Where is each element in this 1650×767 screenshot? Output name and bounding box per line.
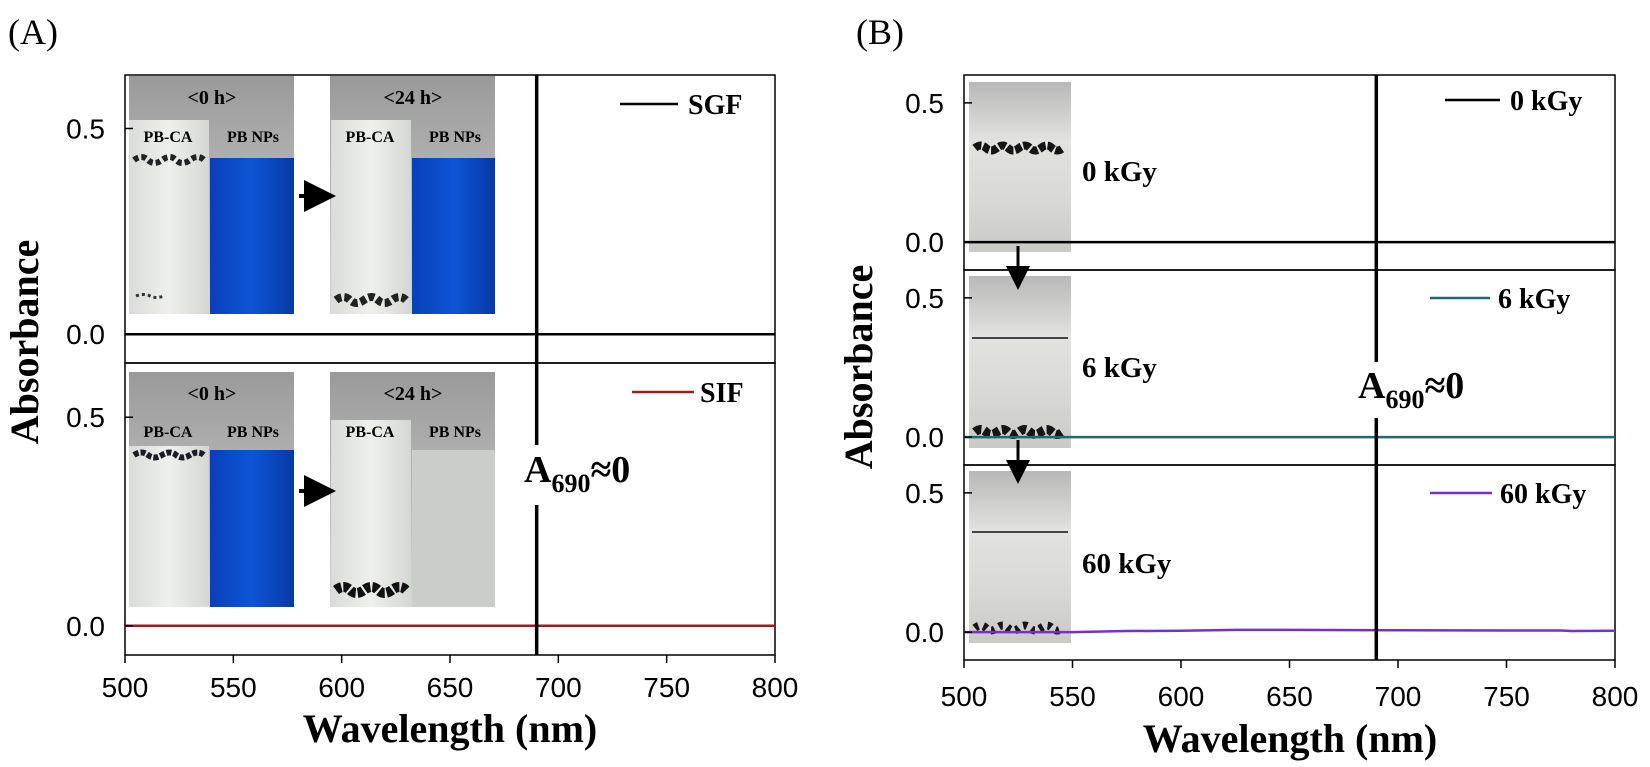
y-tick-label: 0.5 — [905, 478, 944, 509]
inset-photo-sgf: <0 h> <24 h> PB-CA PB NPs PB-CA PB NPs — [129, 76, 495, 314]
inset-tube-label: PB NPs — [429, 129, 481, 146]
inset-tube-label: PB-CA — [144, 129, 193, 146]
legend-label-sif: SIF — [700, 378, 744, 409]
annotation-bg — [521, 445, 661, 505]
inset-label-6kgy: 6 kGy — [1082, 352, 1157, 384]
y-tick-label: 0.0 — [66, 611, 105, 642]
x-tick-label: 650 — [1266, 681, 1313, 712]
x-tick-label: 500 — [941, 681, 988, 712]
annotation-a690: A690≈0 — [524, 449, 630, 498]
inset-tube-label: PB-CA — [346, 424, 395, 441]
annotation-a690: A690≈0 — [1358, 365, 1464, 414]
inset-label-60kgy: 60 kGy — [1082, 548, 1172, 580]
annotation-rel: ≈0 — [590, 449, 630, 491]
annotation-main: A — [1358, 365, 1386, 407]
x-tick-label: 700 — [535, 672, 582, 703]
inset-tube-label: PB-CA — [144, 424, 193, 441]
annotation-sub: 690 — [551, 469, 590, 498]
annotation-rel: ≈0 — [1424, 365, 1464, 407]
panel-a-plot-layer: 0.0 0.5 0.0 0.5 500 550 600 650 700 750 800 — [66, 75, 798, 703]
inset-photo-sif: <0 h> <24 h> PB-CA PB NPs PB-CA PB NPs — [129, 372, 495, 607]
x-tick-label: 600 — [1158, 681, 1205, 712]
annotation-bg — [1356, 362, 1496, 418]
y-axis-label-a: Absorbance — [2, 240, 47, 444]
inset-time-after-sif: <24 h> — [384, 383, 443, 405]
legend-label-sgf: SGF — [688, 90, 742, 121]
panel-label-a: (A) — [8, 12, 58, 52]
inset-time-before-sgf: <0 h> — [188, 87, 237, 109]
panel-a: <0 h> <24 h> PB-CA PB NPs PB-CA PB NPs <… — [2, 74, 798, 751]
x-axis-label-a: Wavelength (nm) — [303, 706, 597, 751]
x-axis-label-b: Wavelength (nm) — [1143, 716, 1437, 761]
inset-tube-label: PB NPs — [429, 424, 481, 441]
x-tick-label: 650 — [427, 672, 474, 703]
inset-photo-60kgy — [969, 471, 1071, 643]
series-line-60-kgy — [964, 628, 1616, 634]
x-tick-label: 800 — [752, 672, 799, 703]
x-tick-label: 550 — [210, 672, 257, 703]
legend-label-6kgy: 6 kGy — [1498, 284, 1570, 315]
annotation-main: A — [524, 449, 552, 491]
inset-photo-0kgy — [969, 82, 1071, 252]
y-tick-label: 0.0 — [905, 422, 944, 453]
y-tick-label: 0.5 — [905, 283, 944, 314]
inset-tube-label: PB NPs — [227, 129, 279, 146]
inset-tube-label: PB NPs — [227, 424, 279, 441]
x-tick-label: 600 — [318, 672, 365, 703]
panel-b: 0 kGy 6 kGy 60 kGy 0.0 0.5 0.0 0.5 0.0 0.5 500… — [836, 74, 1638, 761]
y-tick-label: 0.0 — [905, 617, 944, 648]
x-tick-label: 750 — [643, 672, 690, 703]
y-axis-label-b: Absorbance — [836, 265, 881, 469]
panel-label-b: (B) — [856, 12, 904, 52]
panel-b-plot-layer: 0.0 0.5 0.0 0.5 0.0 0.5 500 550 600 650 700 750 800 — [905, 75, 1638, 712]
y-tick-label: 0.5 — [66, 402, 105, 433]
annotation-sub: 690 — [1385, 385, 1424, 414]
inset-time-before-sif: <0 h> — [188, 383, 237, 405]
inset-time-after-sgf: <24 h> — [384, 87, 443, 109]
x-tick-label: 800 — [1592, 681, 1639, 712]
y-tick-label: 0.0 — [905, 227, 944, 258]
x-tick-label: 750 — [1483, 681, 1530, 712]
legend-label-0kgy: 0 kGy — [1510, 86, 1582, 117]
y-tick-label: 0.5 — [905, 88, 944, 119]
x-tick-label: 700 — [1375, 681, 1422, 712]
inset-label-0kgy: 0 kGy — [1082, 156, 1157, 188]
legend-label-60kgy: 60 kGy — [1500, 479, 1586, 510]
inset-photo-6kgy — [969, 276, 1071, 448]
x-tick-label: 500 — [102, 672, 149, 703]
inset-tube-label: PB-CA — [346, 129, 395, 146]
y-tick-label: 0.0 — [66, 319, 105, 350]
y-tick-label: 0.5 — [66, 113, 105, 144]
x-tick-label: 550 — [1049, 681, 1096, 712]
